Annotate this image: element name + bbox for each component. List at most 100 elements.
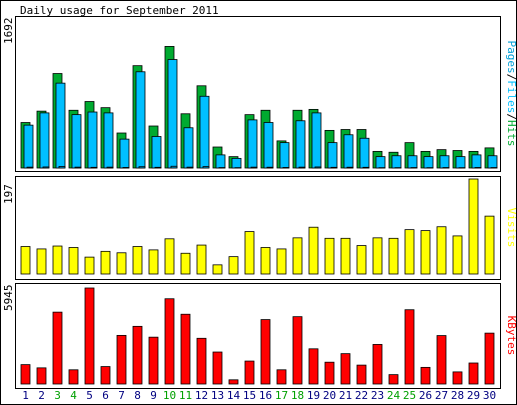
files-bar-day-1 bbox=[23, 124, 34, 169]
visits-bar-day-12 bbox=[196, 244, 207, 275]
visits-bar-day-28-face bbox=[452, 235, 463, 275]
panel-legend: Visits bbox=[505, 208, 517, 248]
panel-ymax-label: 1692 bbox=[2, 18, 15, 45]
pages-bar-day-15-face bbox=[250, 166, 258, 169]
files-bar-day-28-face bbox=[455, 156, 466, 169]
visits-bar-day-27-face bbox=[436, 226, 447, 275]
kbytes-bar-day-12 bbox=[196, 337, 207, 385]
files-bar-day-3 bbox=[55, 82, 66, 169]
files-bar-day-21-face bbox=[343, 134, 354, 169]
legend-part: Files bbox=[505, 80, 517, 113]
files-bar-day-9-face bbox=[151, 136, 162, 169]
x-tick-label: 13 bbox=[211, 389, 224, 402]
pages-bar-day-21 bbox=[346, 166, 354, 169]
x-tick-label: 24 bbox=[387, 389, 401, 402]
pages-bar-day-18 bbox=[298, 166, 306, 169]
visits-bar-day-20 bbox=[324, 237, 335, 275]
files-bar-day-16-face bbox=[263, 122, 274, 169]
files-bar-day-5-face bbox=[87, 111, 98, 169]
pages-bar-day-22-face bbox=[362, 166, 370, 169]
pages-bar-day-20-face bbox=[330, 166, 338, 169]
kbytes-bar-day-12-face bbox=[196, 337, 207, 385]
x-tick-label: 23 bbox=[371, 389, 384, 402]
kbytes-bar-day-23-face bbox=[372, 344, 383, 385]
kbytes-bar-day-29 bbox=[468, 362, 479, 385]
pages-bar-day-2-face bbox=[42, 166, 50, 169]
bars bbox=[20, 178, 495, 275]
files-bar-day-29 bbox=[471, 154, 482, 169]
pages-bar-day-9 bbox=[154, 166, 162, 169]
visits-bar-day-5 bbox=[84, 256, 95, 275]
kbytes-bar-day-20-face bbox=[324, 361, 335, 385]
visits-bar-day-25-face bbox=[404, 229, 415, 275]
kbytes-bar-day-28 bbox=[452, 371, 463, 385]
pages-bar-day-29-face bbox=[474, 167, 482, 169]
files-bar-day-6-face bbox=[103, 112, 114, 169]
visits-bar-day-3-face bbox=[52, 245, 63, 275]
files-bar-day-18-face bbox=[295, 120, 306, 169]
kbytes-bar-day-17 bbox=[276, 369, 287, 385]
visits-bar-day-28 bbox=[452, 235, 463, 275]
files-bar-day-5 bbox=[87, 111, 98, 169]
kbytes-bar-day-29-face bbox=[468, 362, 479, 385]
visits-bar-day-22-face bbox=[356, 245, 367, 275]
visits-bar-day-22 bbox=[356, 245, 367, 275]
files-bar-day-11-face bbox=[183, 127, 194, 169]
visits-bar-day-25 bbox=[404, 229, 415, 275]
pages-bar-day-1-face bbox=[26, 166, 34, 169]
files-bar-day-19-face bbox=[311, 112, 322, 169]
pages-bar-day-10-face bbox=[170, 165, 178, 169]
kbytes-bar-day-26 bbox=[420, 366, 431, 385]
files-bar-day-19 bbox=[311, 112, 322, 169]
x-tick-label: 6 bbox=[102, 389, 109, 402]
visits-bar-day-1-face bbox=[20, 246, 31, 275]
files-bar-day-20-face bbox=[327, 142, 338, 169]
visits-bar-day-29 bbox=[468, 178, 479, 275]
x-tick-label: 11 bbox=[179, 389, 192, 402]
files-bar-day-27-face bbox=[439, 155, 450, 169]
x-tick-label: 15 bbox=[243, 389, 256, 402]
files-bar-day-8-face bbox=[135, 71, 146, 169]
kbytes-bar-day-30 bbox=[484, 332, 495, 385]
kbytes-bar-day-8-face bbox=[132, 325, 143, 385]
files-bar-day-7-face bbox=[119, 138, 130, 169]
visits-bar-day-26-face bbox=[420, 230, 431, 275]
pages-bar-day-16 bbox=[266, 166, 274, 169]
kbytes-bar-day-7 bbox=[116, 334, 127, 385]
pages-bar-day-1 bbox=[26, 166, 34, 169]
files-bar-day-25 bbox=[407, 155, 418, 169]
files-bar-day-28 bbox=[455, 156, 466, 169]
x-tick-label: 17 bbox=[275, 389, 288, 402]
panel-ymax-label: 5945 bbox=[2, 285, 15, 312]
pages-bar-day-7 bbox=[122, 167, 130, 169]
kbytes-bar-day-20 bbox=[324, 361, 335, 385]
visits-bar-day-6 bbox=[100, 250, 111, 275]
kbytes-bar-day-18 bbox=[292, 316, 303, 385]
kbytes-bar-day-15 bbox=[244, 360, 255, 385]
kbytes-bar-day-21-face bbox=[340, 353, 351, 385]
kbytes-bar-day-7-face bbox=[116, 334, 127, 385]
files-bar-day-26 bbox=[423, 156, 434, 169]
visits-bar-day-30 bbox=[484, 215, 495, 275]
pages-bar-day-20 bbox=[330, 166, 338, 169]
x-tick-label: 8 bbox=[134, 389, 141, 402]
pages-bar-day-4 bbox=[74, 166, 82, 169]
pages-bar-day-3 bbox=[58, 166, 66, 169]
files-bar-day-18 bbox=[295, 120, 306, 169]
x-tick-label: 14 bbox=[227, 389, 241, 402]
x-tick-label: 18 bbox=[291, 389, 304, 402]
kbytes-bar-day-13-face bbox=[212, 351, 223, 385]
files-bar-day-14-face bbox=[231, 157, 242, 169]
files-bar-day-30 bbox=[487, 155, 498, 169]
visits-bar-day-9 bbox=[148, 249, 159, 275]
files-bar-day-30-face bbox=[487, 155, 498, 169]
kbytes-bar-day-24-face bbox=[388, 374, 399, 385]
panel-visits: 197 Visits bbox=[2, 176, 517, 280]
x-axis-labels: 1 2 3 4 5 6 7 8 9 10 11 12 13 14 15 16 17 18 19 20 21 22 23 24 2… bbox=[22, 389, 496, 402]
x-tick-label: 7 bbox=[118, 389, 125, 402]
kbytes-bar-day-8 bbox=[132, 325, 143, 385]
pages-bar-day-6 bbox=[106, 166, 114, 169]
files-bar-day-2-face bbox=[39, 112, 50, 169]
kbytes-bar-day-25-face bbox=[404, 309, 415, 385]
kbytes-bar-day-15-face bbox=[244, 360, 255, 385]
